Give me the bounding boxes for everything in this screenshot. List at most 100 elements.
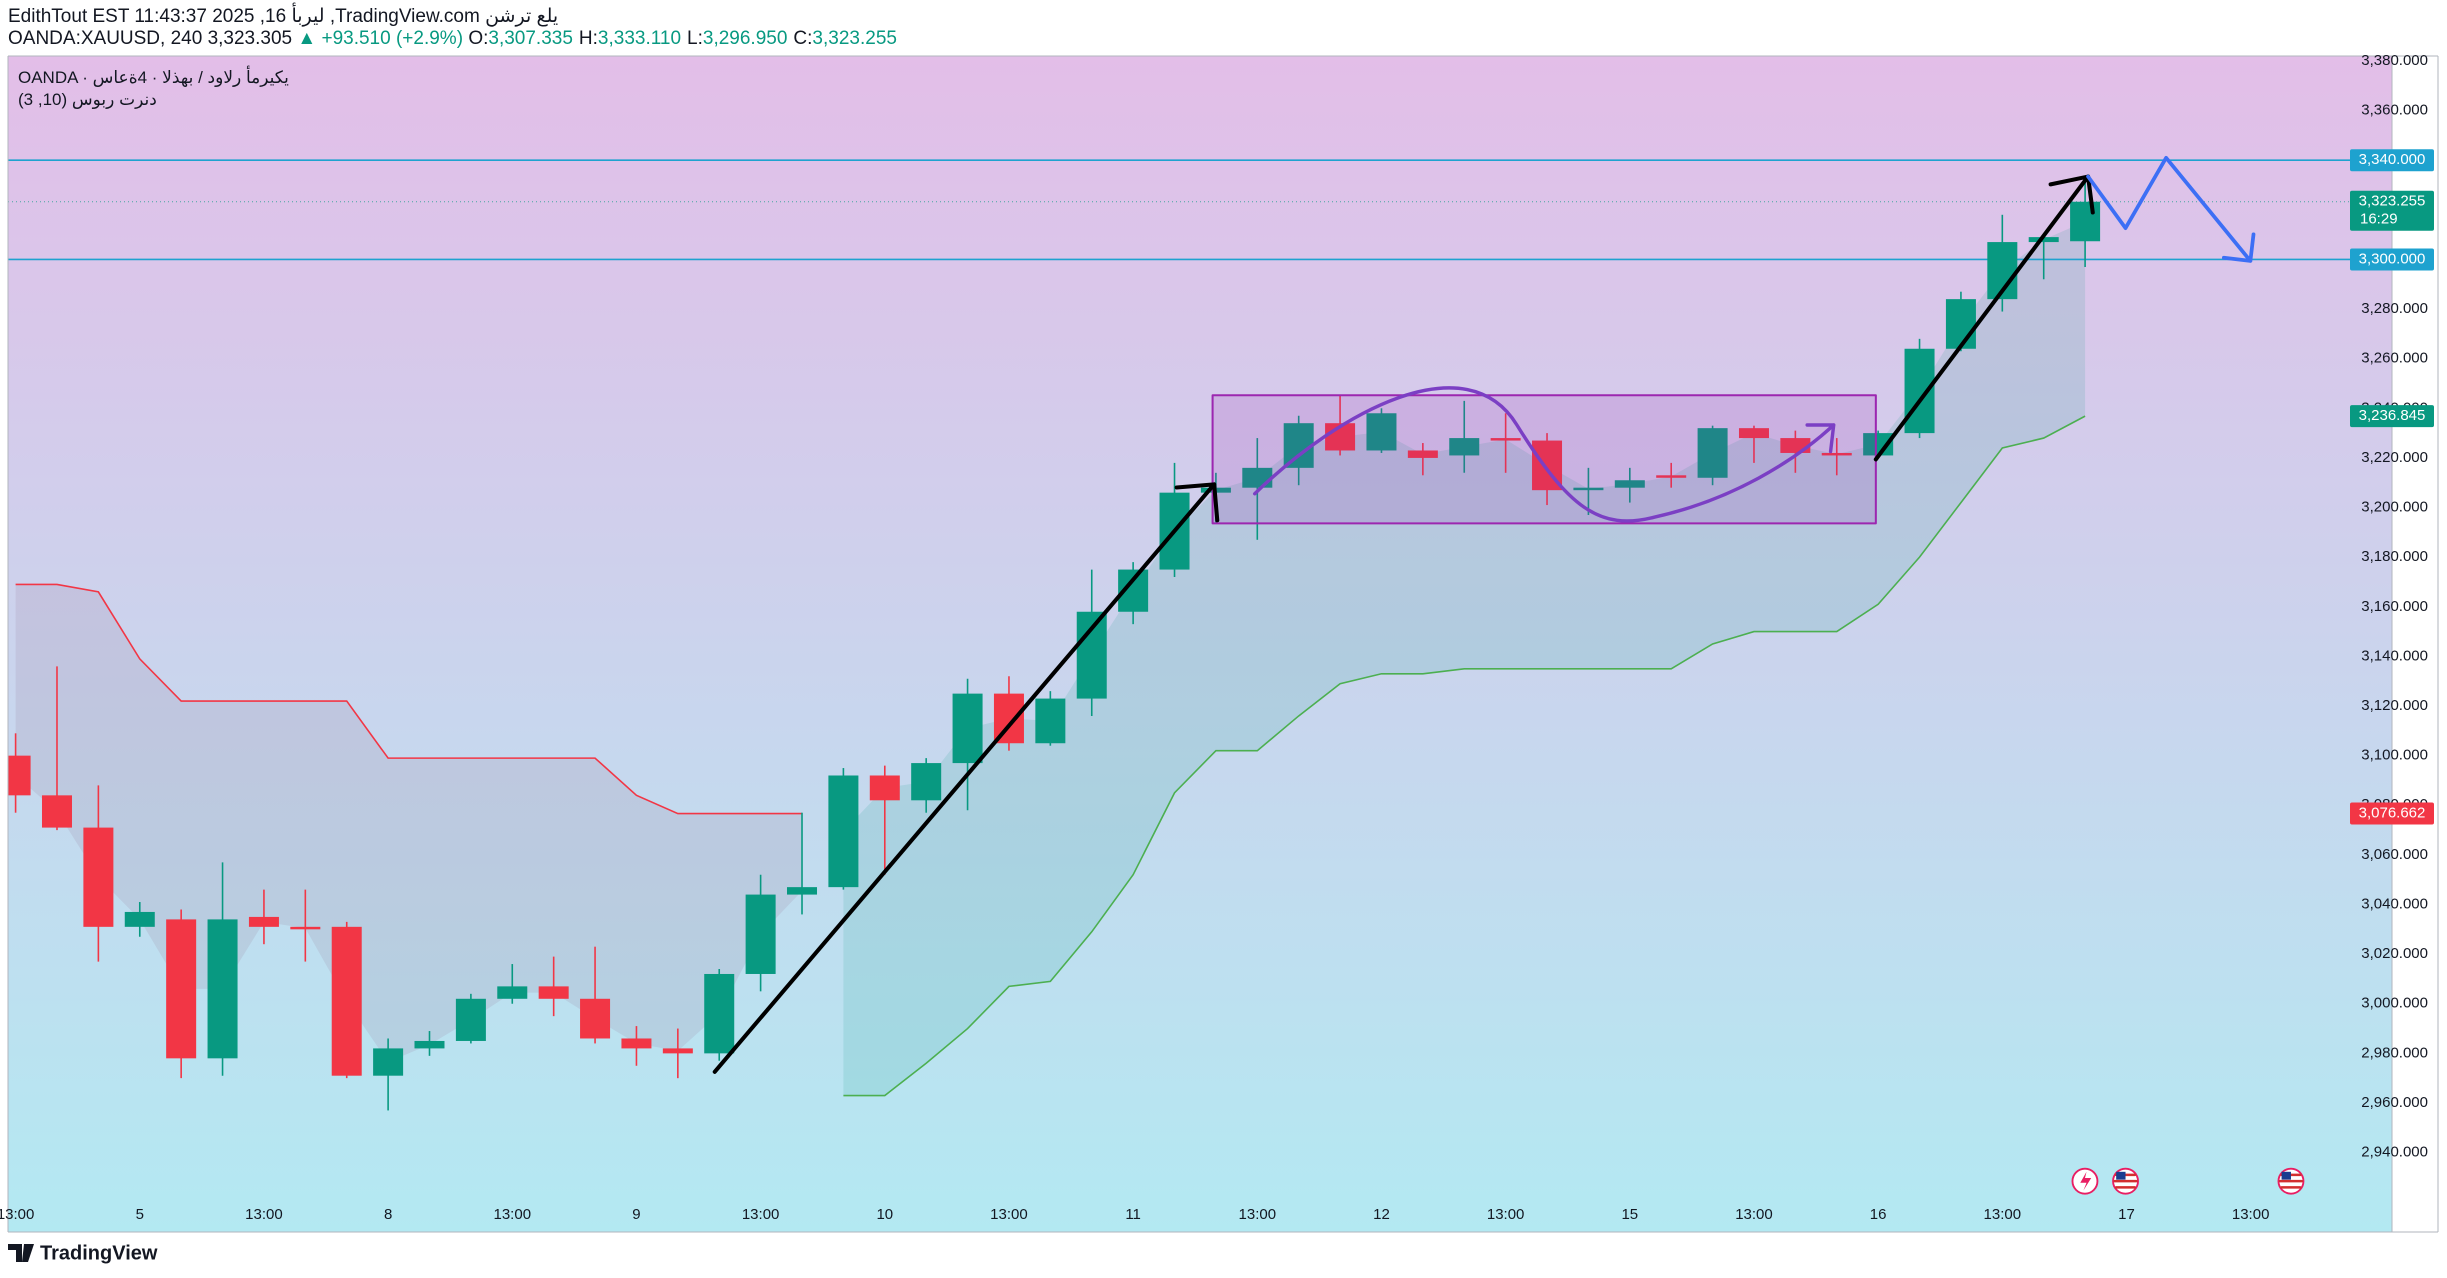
y-tick-label: 3,000.000 xyxy=(2361,995,2428,1012)
x-tick-label: 13:00 xyxy=(1239,1206,1277,1223)
candle-body xyxy=(869,775,900,801)
candle-body xyxy=(1366,413,1397,451)
y-tick-label: 2,980.000 xyxy=(2361,1044,2428,1061)
price-label-box xyxy=(2350,248,2434,271)
candle-body xyxy=(1449,438,1480,456)
candle-body xyxy=(538,986,569,999)
x-tick-label: 11 xyxy=(1125,1206,1141,1223)
brand-name: TradingView xyxy=(40,1242,158,1264)
y-tick-label: 3,160.000 xyxy=(2361,598,2428,615)
ohlc-key: C: xyxy=(793,28,813,49)
y-tick-label: 3,200.000 xyxy=(2361,499,2428,516)
candle-body xyxy=(1076,611,1107,699)
brand-logo: TradingView xyxy=(8,1242,158,1264)
candle-body xyxy=(331,926,362,1076)
x-tick-label: 13:00 xyxy=(2232,1206,2270,1223)
header-line: EdithTout EST 11:43:37 2025 ,16 ليربأ ,T… xyxy=(8,6,559,27)
ohlc-key: L: xyxy=(687,28,703,49)
x-tick-label: 13:00 xyxy=(245,1206,283,1223)
x-tick-label: 13:00 xyxy=(1735,1206,1773,1223)
candle-body xyxy=(1697,428,1728,478)
x-tick-label: 13:00 xyxy=(742,1206,780,1223)
candle-body xyxy=(621,1038,652,1049)
y-tick-label: 3,100.000 xyxy=(2361,747,2428,764)
candle-body xyxy=(1614,480,1645,488)
candle-body xyxy=(455,998,486,1041)
event-icons xyxy=(2071,1167,2305,1195)
candle-body xyxy=(1821,452,1852,456)
candle-body xyxy=(41,795,72,828)
y-tick-label: 3,060.000 xyxy=(2361,846,2428,863)
supertrend-line xyxy=(15,583,803,815)
candle-body xyxy=(1573,487,1604,491)
countdown-label: 16:29 xyxy=(2360,211,2398,228)
y-tick-label: 3,220.000 xyxy=(2361,449,2428,466)
candle-body xyxy=(1945,299,1976,349)
brand-icon xyxy=(8,1244,34,1262)
header-quote: OANDA:XAUUSD, 240 3,323.305 ▲ +93.510 (+… xyxy=(8,28,903,50)
candle-body xyxy=(290,926,321,930)
candle-body xyxy=(207,919,238,1059)
range-box xyxy=(1211,394,1877,525)
candle-body xyxy=(828,775,859,888)
price-label: 3,300.000 xyxy=(2359,250,2426,267)
candle-body xyxy=(745,894,776,974)
x-tick-label: 8 xyxy=(384,1206,392,1223)
x-tick-label: 5 xyxy=(136,1206,144,1223)
last-price: 3,323.305 xyxy=(207,28,293,49)
event-icon xyxy=(2116,1171,2126,1180)
y-tick-label: 2,940.000 xyxy=(2361,1144,2428,1161)
y-tick-label: 3,120.000 xyxy=(2361,697,2428,714)
price-label-box xyxy=(2350,149,2434,172)
candle-body xyxy=(1904,348,1935,434)
ohlc-key: H: xyxy=(578,28,598,49)
candle-body xyxy=(704,973,735,1054)
change-value: +93.510 (+2.9%) xyxy=(321,28,464,49)
x-tick-label: 17 xyxy=(2118,1206,2135,1223)
curve-arrow xyxy=(1253,386,1836,523)
x-tick-label: 15 xyxy=(1621,1206,1638,1223)
price-label-box xyxy=(2350,802,2434,825)
ohlc-value: 3,323.255 xyxy=(812,28,897,49)
legend-line: OANDA · يكيرمأ رلاود / بهذلا · 4ةعاس xyxy=(18,68,289,87)
candle-body xyxy=(1035,698,1066,744)
candle-body xyxy=(1490,438,1521,441)
y-tick-label: 3,140.000 xyxy=(2361,647,2428,664)
x-tick-label: 10 xyxy=(876,1206,893,1223)
event-icon xyxy=(2080,1171,2092,1191)
candle-body xyxy=(2028,237,2059,243)
candle-body xyxy=(1283,423,1314,468)
candle-body xyxy=(1738,428,1769,439)
y-tick-label: 3,260.000 xyxy=(2361,350,2428,367)
x-tick-label: 13:00 xyxy=(0,1206,34,1223)
candle-body xyxy=(8,755,31,796)
y-tick-label: 2,960.000 xyxy=(2361,1094,2428,1111)
x-tick-label: 13:00 xyxy=(990,1206,1028,1223)
ohlc-value: 3,307.335 xyxy=(488,28,573,49)
y-tick-label: 3,360.000 xyxy=(2361,102,2428,119)
candle-body xyxy=(2070,201,2101,242)
price-label: 3,236.845 xyxy=(2359,407,2426,424)
candle-body xyxy=(662,1048,693,1054)
legend-line: دنرت ربوس (10, 3) xyxy=(18,90,157,109)
change: ▲ +93.510 (+2.9%) xyxy=(297,28,464,49)
candle-body xyxy=(1407,450,1438,458)
y-tick-label: 3,040.000 xyxy=(2361,895,2428,912)
x-tick-label: 13:00 xyxy=(1487,1206,1525,1223)
candle-body xyxy=(1656,475,1687,478)
projection-arrow xyxy=(2086,155,2256,263)
x-tick-label: 13:00 xyxy=(494,1206,532,1223)
candle-body xyxy=(1863,433,1894,456)
ohlc: O:3,307.335 H:3,333.110 L:3,296.950 C:3,323… xyxy=(468,28,903,49)
x-tick-label: 13:00 xyxy=(1984,1206,2022,1223)
supertrend-fill xyxy=(843,221,2086,1096)
ohlc-key: O: xyxy=(468,28,489,49)
candle-body xyxy=(787,887,818,895)
candle-body xyxy=(248,916,279,927)
price-label: 3,340.000 xyxy=(2359,151,2426,168)
price-label-box xyxy=(2350,190,2434,231)
price-label: 3,323.255 xyxy=(2359,193,2426,210)
candle-body xyxy=(83,827,114,927)
